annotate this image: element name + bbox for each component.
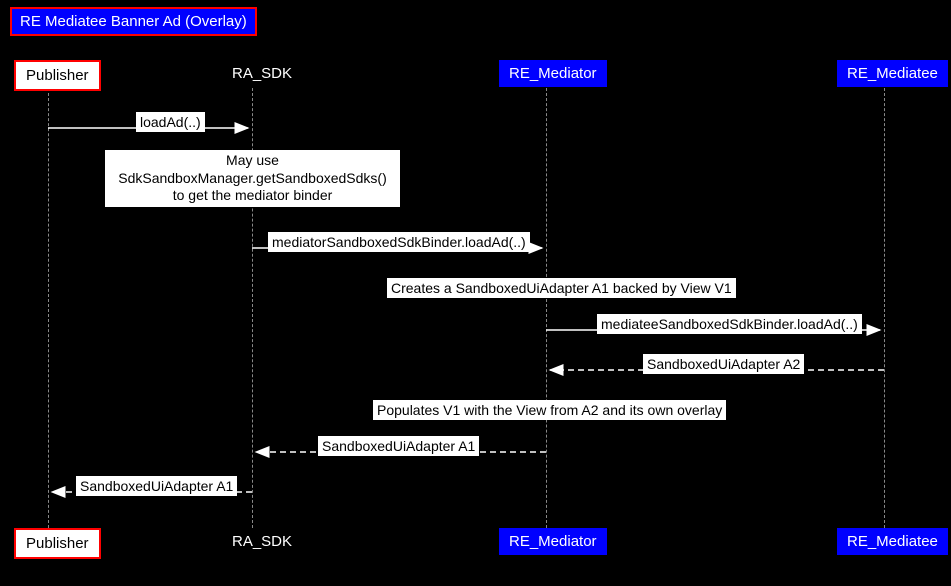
participant-label: Publisher (26, 535, 89, 552)
participant-mediator-top: RE_Mediator (499, 60, 607, 87)
msg-label-a2-return: SandboxedUiAdapter A2 (643, 354, 804, 374)
participant-label: RE_Mediator (509, 65, 597, 82)
lifeline-mediatee (884, 88, 885, 528)
participant-label: RA_SDK (232, 533, 292, 550)
lifeline-publisher (48, 88, 49, 528)
participant-label: RA_SDK (232, 65, 292, 82)
note-sandboxmanager: May use SdkSandboxManager.getSandboxedSd… (105, 150, 400, 207)
participant-rasdk-top: RA_SDK (222, 60, 302, 87)
participant-label: RE_Mediator (509, 533, 597, 550)
note-creates-a1: Creates a SandboxedUiAdapter A1 backed b… (387, 278, 736, 298)
participant-publisher-bottom: Publisher (14, 528, 101, 559)
msg-label-a1-to-publisher: SandboxedUiAdapter A1 (76, 476, 237, 496)
diagram-title-text: RE Mediatee Banner Ad (Overlay) (20, 13, 247, 30)
participant-mediator-bottom: RE_Mediator (499, 528, 607, 555)
participant-label: RE_Mediatee (847, 533, 938, 550)
participant-label: RE_Mediatee (847, 65, 938, 82)
msg-label-mediatee-loadad: mediateeSandboxedSdkBinder.loadAd(..) (597, 314, 862, 334)
participant-mediatee-bottom: RE_Mediatee (837, 528, 948, 555)
participant-publisher-top: Publisher (14, 60, 101, 91)
msg-label-mediator-loadad: mediatorSandboxedSdkBinder.loadAd(..) (268, 232, 530, 252)
participant-rasdk-bottom: RA_SDK (222, 528, 302, 555)
lifeline-mediator (546, 88, 547, 528)
participant-label: Publisher (26, 67, 89, 84)
participant-mediatee-top: RE_Mediatee (837, 60, 948, 87)
diagram-title: RE Mediatee Banner Ad (Overlay) (10, 7, 257, 36)
note-populates-v1: Populates V1 with the View from A2 and i… (373, 400, 726, 420)
msg-label-loadad: loadAd(..) (136, 112, 205, 132)
msg-label-a1-to-rasdk: SandboxedUiAdapter A1 (318, 436, 479, 456)
